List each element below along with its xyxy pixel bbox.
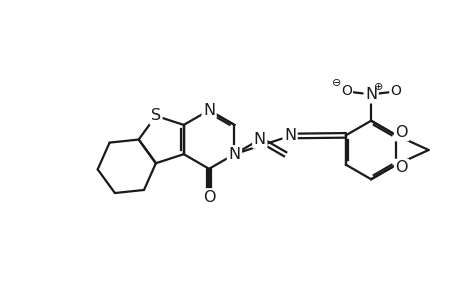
Text: N: N (228, 147, 240, 162)
Text: N: N (253, 132, 265, 147)
Text: N: N (202, 103, 215, 118)
Text: O: O (390, 85, 401, 98)
Text: N: N (364, 87, 376, 102)
Text: O: O (202, 190, 215, 205)
Text: S: S (151, 108, 161, 123)
Text: O: O (340, 85, 351, 98)
Text: O: O (395, 160, 407, 175)
Text: ⊕: ⊕ (373, 82, 382, 92)
Text: O: O (395, 125, 407, 140)
Text: ⊖: ⊖ (331, 78, 341, 88)
Text: N: N (284, 128, 296, 143)
